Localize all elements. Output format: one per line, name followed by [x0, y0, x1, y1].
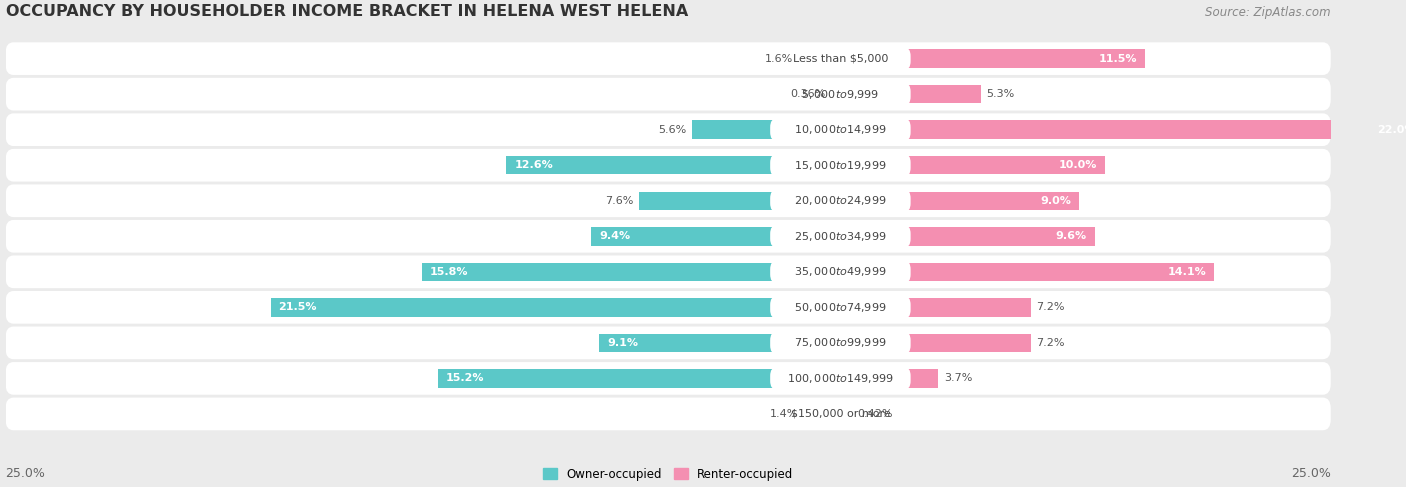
- FancyBboxPatch shape: [6, 256, 1330, 288]
- Text: $15,000 to $19,999: $15,000 to $19,999: [794, 159, 887, 172]
- Bar: [422, 262, 841, 281]
- Text: 7.2%: 7.2%: [1036, 302, 1064, 312]
- Text: 15.2%: 15.2%: [446, 374, 484, 383]
- Text: $100,000 to $149,999: $100,000 to $149,999: [787, 372, 894, 385]
- FancyBboxPatch shape: [6, 78, 1330, 111]
- Bar: [841, 298, 1031, 317]
- FancyBboxPatch shape: [770, 332, 911, 354]
- FancyBboxPatch shape: [6, 149, 1330, 182]
- Text: 12.6%: 12.6%: [515, 160, 553, 170]
- FancyBboxPatch shape: [6, 185, 1330, 217]
- Bar: [841, 262, 1215, 281]
- Text: $20,000 to $24,999: $20,000 to $24,999: [794, 194, 887, 207]
- FancyBboxPatch shape: [770, 47, 911, 70]
- Text: 1.4%: 1.4%: [769, 409, 799, 419]
- Text: 25.0%: 25.0%: [6, 467, 45, 480]
- Text: 14.1%: 14.1%: [1167, 267, 1206, 277]
- Text: 5.3%: 5.3%: [986, 89, 1014, 99]
- Bar: [841, 120, 1406, 139]
- Bar: [506, 156, 841, 174]
- FancyBboxPatch shape: [770, 83, 911, 106]
- Bar: [799, 49, 841, 68]
- Bar: [592, 227, 841, 245]
- FancyBboxPatch shape: [770, 296, 911, 318]
- Text: 0.42%: 0.42%: [856, 409, 893, 419]
- Bar: [831, 85, 841, 103]
- Bar: [638, 191, 841, 210]
- Text: 7.6%: 7.6%: [606, 196, 634, 206]
- Text: 9.0%: 9.0%: [1040, 196, 1071, 206]
- Text: 7.2%: 7.2%: [1036, 338, 1064, 348]
- Text: $50,000 to $74,999: $50,000 to $74,999: [794, 301, 887, 314]
- Text: 15.8%: 15.8%: [430, 267, 468, 277]
- Bar: [270, 298, 841, 317]
- Text: OCCUPANCY BY HOUSEHOLDER INCOME BRACKET IN HELENA WEST HELENA: OCCUPANCY BY HOUSEHOLDER INCOME BRACKET …: [6, 4, 688, 19]
- FancyBboxPatch shape: [770, 154, 911, 177]
- Text: 11.5%: 11.5%: [1098, 54, 1137, 64]
- Text: 25.0%: 25.0%: [1291, 467, 1330, 480]
- Text: 3.7%: 3.7%: [943, 374, 972, 383]
- Text: Less than $5,000: Less than $5,000: [793, 54, 889, 64]
- Text: 0.36%: 0.36%: [790, 89, 825, 99]
- FancyBboxPatch shape: [770, 367, 911, 390]
- Text: 1.6%: 1.6%: [765, 54, 793, 64]
- FancyBboxPatch shape: [770, 261, 911, 283]
- FancyBboxPatch shape: [6, 362, 1330, 395]
- FancyBboxPatch shape: [6, 291, 1330, 324]
- FancyBboxPatch shape: [770, 118, 911, 141]
- Text: 5.6%: 5.6%: [658, 125, 686, 135]
- Bar: [841, 191, 1078, 210]
- Bar: [692, 120, 841, 139]
- FancyBboxPatch shape: [6, 220, 1330, 253]
- Text: $5,000 to $9,999: $5,000 to $9,999: [801, 88, 880, 101]
- Text: 9.4%: 9.4%: [599, 231, 630, 241]
- FancyBboxPatch shape: [6, 113, 1330, 146]
- Text: 9.6%: 9.6%: [1056, 231, 1087, 241]
- Text: 10.0%: 10.0%: [1059, 160, 1098, 170]
- Bar: [437, 369, 841, 388]
- Text: 21.5%: 21.5%: [278, 302, 316, 312]
- Bar: [599, 334, 841, 352]
- FancyBboxPatch shape: [770, 403, 911, 425]
- Bar: [841, 156, 1105, 174]
- FancyBboxPatch shape: [770, 225, 911, 248]
- Text: Source: ZipAtlas.com: Source: ZipAtlas.com: [1205, 6, 1330, 19]
- Text: $75,000 to $99,999: $75,000 to $99,999: [794, 337, 887, 349]
- Bar: [841, 227, 1095, 245]
- FancyBboxPatch shape: [6, 397, 1330, 431]
- Bar: [841, 405, 852, 423]
- FancyBboxPatch shape: [6, 42, 1330, 75]
- Text: $35,000 to $49,999: $35,000 to $49,999: [794, 265, 887, 278]
- Bar: [841, 49, 1144, 68]
- Bar: [803, 405, 841, 423]
- Text: 22.0%: 22.0%: [1376, 125, 1406, 135]
- Text: $150,000 or more: $150,000 or more: [790, 409, 890, 419]
- Bar: [841, 334, 1031, 352]
- Bar: [841, 85, 981, 103]
- Legend: Owner-occupied, Renter-occupied: Owner-occupied, Renter-occupied: [538, 463, 799, 485]
- FancyBboxPatch shape: [6, 326, 1330, 359]
- Bar: [841, 369, 938, 388]
- Text: 9.1%: 9.1%: [607, 338, 638, 348]
- Text: $25,000 to $34,999: $25,000 to $34,999: [794, 230, 887, 243]
- Text: $10,000 to $14,999: $10,000 to $14,999: [794, 123, 887, 136]
- FancyBboxPatch shape: [770, 189, 911, 212]
